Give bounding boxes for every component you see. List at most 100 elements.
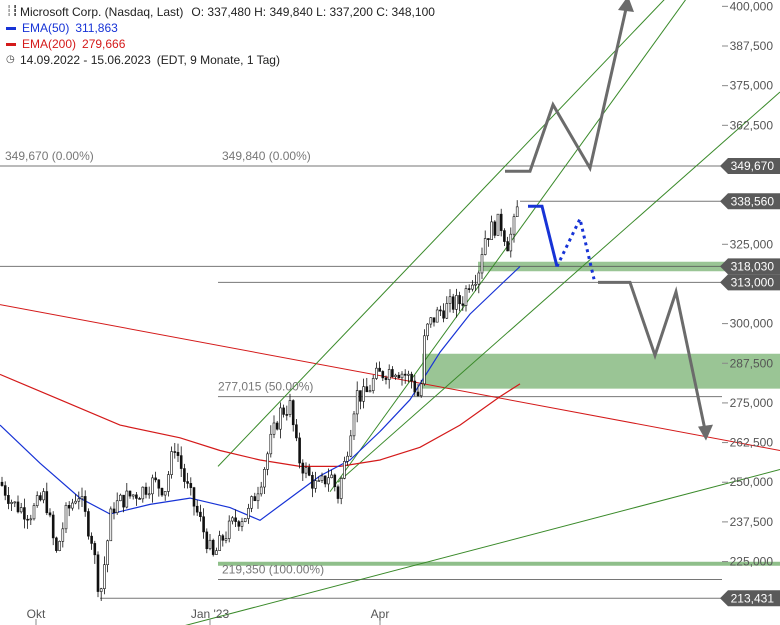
candle-body xyxy=(154,477,157,481)
candle-body xyxy=(13,501,17,504)
candle-body xyxy=(106,540,109,566)
price-tag-badge xyxy=(720,590,780,607)
candle-body xyxy=(253,496,257,502)
price-tag-badge xyxy=(720,158,780,175)
candle-body xyxy=(416,391,420,397)
price-tag-badge xyxy=(720,193,780,210)
candle-body xyxy=(339,478,343,499)
candle-body xyxy=(103,564,106,589)
candle-body xyxy=(170,451,173,475)
candle-body xyxy=(362,386,365,402)
candle-body xyxy=(512,216,516,235)
candle-body xyxy=(7,495,10,504)
candle-body xyxy=(29,518,33,521)
candle-body xyxy=(55,537,58,551)
price-tag-badge xyxy=(720,274,780,291)
candle-body xyxy=(90,535,93,544)
candle-body xyxy=(74,500,77,504)
candle-body xyxy=(423,335,426,385)
candle-body xyxy=(496,213,500,236)
x-axis-tick-label: Apr xyxy=(371,607,390,621)
candle-body xyxy=(160,487,164,496)
candle-body xyxy=(243,518,247,522)
candle-body xyxy=(259,486,263,495)
price-tag-label: 313,000 xyxy=(731,275,775,289)
legend-ema200-row[interactable]: EMA(200) 279,666 xyxy=(6,36,435,52)
y-axis-tick-label: 287,500 xyxy=(730,356,774,370)
candle-body xyxy=(451,296,455,310)
candle-body xyxy=(323,475,327,485)
price-tag-label: 213,431 xyxy=(731,591,775,605)
candle-body xyxy=(474,283,477,286)
level-label: 349,670 (0.00%) xyxy=(5,149,94,163)
candle-body xyxy=(195,505,199,513)
candle-body xyxy=(445,303,449,319)
level-label: 349,840 (0.00%) xyxy=(222,149,311,163)
price-tag: 313,000 xyxy=(720,274,780,291)
candle-body xyxy=(93,543,97,556)
candle-body xyxy=(39,495,42,501)
candle-body xyxy=(112,508,116,514)
candle-body xyxy=(410,373,413,382)
candle-body xyxy=(461,303,465,306)
candle-body xyxy=(179,455,183,469)
candle-body xyxy=(269,433,273,455)
candle-body xyxy=(355,390,359,415)
candle-body xyxy=(471,284,474,290)
candle-body xyxy=(458,295,461,305)
candle-body xyxy=(282,407,285,415)
x-axis-tick-label: Okt xyxy=(27,607,46,621)
candle-body xyxy=(288,400,292,415)
candle-body xyxy=(99,588,103,592)
candle-body xyxy=(19,507,23,513)
candle-body xyxy=(295,424,298,439)
candle-body xyxy=(311,475,314,489)
price-tag-badge xyxy=(720,258,780,275)
candle-body xyxy=(301,462,305,474)
candle-body xyxy=(448,296,452,304)
candle-body xyxy=(125,490,129,508)
candle-body xyxy=(256,493,260,502)
candle-body xyxy=(42,491,45,501)
candle-body xyxy=(10,502,13,504)
candle-body xyxy=(263,469,266,488)
candle-body xyxy=(455,295,458,310)
y-axis-tick-label: 300,000 xyxy=(730,317,774,331)
y-axis-tick-label: 387,500 xyxy=(730,39,774,53)
candle-body xyxy=(218,535,221,551)
candle-body xyxy=(234,517,237,522)
ema200-label: EMA(200) xyxy=(22,37,77,51)
price-tag-label: 338,560 xyxy=(731,194,775,208)
ema50-value: 311,863 xyxy=(75,21,118,35)
candle-body xyxy=(387,369,391,380)
candle-body xyxy=(381,371,385,379)
candle-body xyxy=(48,512,52,516)
candle-body xyxy=(67,504,71,509)
candle-body xyxy=(426,323,429,337)
candle-body xyxy=(32,505,36,520)
candle-body xyxy=(215,550,218,555)
candle-body xyxy=(231,517,234,522)
candle-body xyxy=(407,373,410,376)
legend-symbol-row: ┆┇ Microsoft Corp. (Nasdaq, Last) O: 337… xyxy=(6,4,435,20)
ema50-line xyxy=(0,266,521,521)
candle-body xyxy=(467,288,471,290)
candle-body xyxy=(477,272,481,285)
candle-body xyxy=(275,422,279,430)
ema50-swatch xyxy=(6,26,16,30)
projection-down-arrowhead xyxy=(698,424,713,441)
candle-body xyxy=(96,554,100,592)
candle-body xyxy=(333,474,337,488)
legend-ema50-row[interactable]: EMA(50) 311,863 xyxy=(6,20,435,36)
y-axis-tick-label: 237,500 xyxy=(730,515,774,529)
candle-body xyxy=(224,538,228,541)
candle-body xyxy=(80,496,84,500)
candle-body xyxy=(35,495,39,506)
y-axis-tick-label: 362,500 xyxy=(730,118,774,132)
candle-body xyxy=(480,254,484,274)
candle-body xyxy=(128,490,132,497)
candle-body xyxy=(167,474,170,492)
candle-body xyxy=(442,310,445,319)
channel-line xyxy=(337,91,780,483)
